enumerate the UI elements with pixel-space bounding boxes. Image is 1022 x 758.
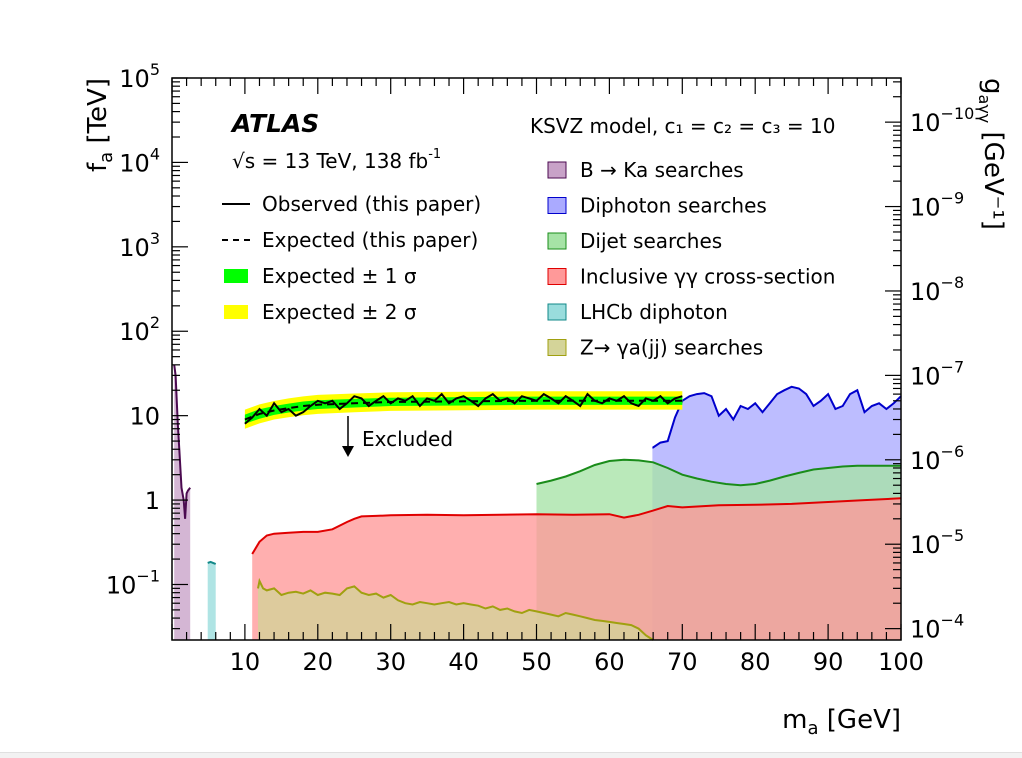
expected-line: [244, 399, 683, 421]
y-tick-label: 104: [119, 144, 160, 177]
legend-right: B → Ka searches Diphoton searches Dijet se…: [547, 158, 835, 360]
right-y-axis-title: gaγγ [GeV⁻¹]: [975, 78, 1008, 230]
area-5: [258, 581, 654, 640]
model-label: KSVZ model, c₁ = c₂ = c₃ = 10: [530, 114, 835, 138]
legend-label: Observed (this paper): [262, 192, 481, 216]
energy-label: √s = 13 TeV, 138 fb-1: [232, 147, 441, 173]
right-y-axis: 10−4 10−5 10−6 10−7 10−8 10−9 10−10: [885, 81, 974, 644]
area-line-1: [652, 385, 902, 449]
legend-swatch-band: [224, 269, 248, 283]
y-tick-label: 1: [145, 487, 160, 515]
area-line-0: [173, 364, 191, 519]
right-y-tick-label: 10−7: [910, 357, 964, 390]
legend-swatch-area: [547, 161, 567, 179]
right-y-tick-label: 10−4: [910, 611, 964, 644]
legend-swatch-area: [547, 339, 567, 356]
legend-label: Dijet searches: [580, 229, 722, 253]
x-tick-label: 100: [878, 648, 924, 676]
x-tick-label: 70: [667, 648, 698, 676]
legend-label: Z→ γa(jj) searches: [580, 336, 763, 360]
legend-label: Diphoton searches: [580, 194, 767, 218]
experiment-label: ATLAS: [230, 109, 319, 138]
area-line-2: [536, 458, 901, 487]
x-tick-label: 80: [740, 648, 771, 676]
area-line-3: [251, 497, 902, 555]
legend-swatch-area: [547, 303, 567, 321]
right-y-tick-label: 10−6: [910, 442, 964, 475]
right-y-tick-label: 10−8: [910, 273, 964, 306]
area-line-5: [257, 577, 654, 641]
x-tick-label: 60: [594, 648, 625, 676]
x-tick-label: 40: [448, 648, 479, 676]
right-y-tick-label: 10−10: [910, 104, 974, 137]
legend-label: B → Ka searches: [580, 158, 744, 182]
legend-swatch-band: [224, 305, 248, 319]
legend-label: Expected ± 2 σ: [262, 300, 417, 324]
area-4: [207, 561, 216, 640]
legend-left: Observed (this paper) Expected (this pape…: [222, 192, 481, 324]
y-tick-label: 105: [119, 60, 160, 93]
excluded-arrow: [342, 416, 354, 457]
x-tick-label: 10: [230, 648, 261, 676]
x-tick-label: 20: [303, 648, 334, 676]
area-line-4: [207, 560, 217, 565]
y-tick-label: 10−1: [106, 566, 160, 599]
y-axis: 10−1 1 10 102 103 104 105: [106, 60, 188, 630]
legend-swatch-area: [547, 232, 567, 250]
exclusion-areas: [173, 364, 902, 641]
y-tick-label: 103: [119, 229, 160, 262]
legend-label: Expected ± 1 σ: [262, 264, 417, 288]
y-axis-title: fa [TeV]: [83, 78, 117, 172]
legend-swatch-area: [547, 268, 567, 285]
x-tick-label: 50: [521, 648, 552, 676]
legend-swatch-area: [547, 197, 567, 214]
x-tick-label: 90: [813, 648, 844, 676]
y-tick-label: 10: [129, 403, 160, 431]
legend-label: Expected (this paper): [262, 228, 478, 252]
right-y-tick-label: 10−9: [910, 189, 964, 222]
bottom-strip: [0, 752, 1022, 758]
observed-line: [244, 392, 683, 425]
y-tick-label: 102: [119, 313, 160, 346]
x-tick-label: 30: [375, 648, 406, 676]
right-y-tick-label: 10−5: [910, 526, 964, 559]
limit-lines: [244, 392, 683, 425]
legend-label: LHCb diphoton: [580, 300, 728, 324]
x-axis: 10 20 30 40 50 60 70 80 90 100: [171, 78, 924, 676]
excluded-label: Excluded: [362, 427, 453, 451]
legend-label: Inclusive γγ cross-section: [580, 265, 835, 289]
x-axis-title: ma [GeV]: [782, 705, 901, 739]
